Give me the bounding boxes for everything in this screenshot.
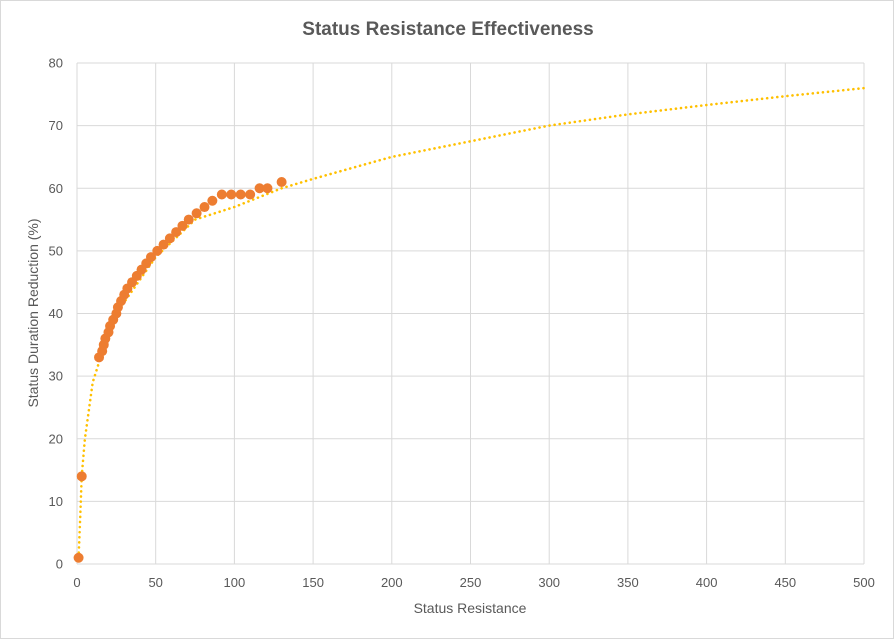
data-point: [145, 252, 156, 263]
y-tick-label: 60: [49, 181, 63, 196]
y-tick-label: 40: [49, 306, 63, 321]
x-tick-label: 350: [617, 575, 639, 590]
data-point: [235, 189, 246, 200]
y-axis-title: Status Duration Reduction (%): [25, 218, 41, 407]
trendline-layer: [77, 86, 866, 559]
x-axis-title: Status Resistance: [414, 600, 527, 616]
data-point: [245, 189, 256, 200]
data-point: [216, 189, 227, 200]
chart-title: Status Resistance Effectiveness: [302, 19, 593, 40]
x-tick-label: 150: [302, 575, 324, 590]
data-point: [158, 239, 169, 250]
data-point: [171, 227, 182, 238]
data-points: [73, 176, 287, 563]
y-tick-label: 30: [49, 369, 63, 384]
x-tick-label: 250: [460, 575, 482, 590]
data-point: [207, 195, 218, 206]
data-point: [191, 208, 202, 219]
x-tick-label: 50: [148, 575, 162, 590]
data-point: [262, 183, 273, 194]
data-point: [183, 214, 194, 225]
x-tick-label: 0: [73, 575, 80, 590]
y-tick-label: 50: [49, 243, 63, 258]
data-point: [164, 233, 175, 244]
tick-labels: 0 10 20 30 40 50 60 70 80 0 50 100 150 200 250 300 350 40…: [49, 56, 875, 591]
data-point: [73, 552, 84, 563]
y-tick-label: 0: [56, 557, 63, 572]
x-tick-label: 100: [224, 575, 246, 590]
x-tick-label: 300: [538, 575, 560, 590]
gridlines: [76, 62, 865, 565]
data-point: [152, 245, 163, 256]
data-point: [276, 176, 287, 187]
x-tick-label: 450: [774, 575, 796, 590]
data-point: [254, 183, 265, 194]
data-point: [199, 202, 210, 213]
y-tick-label: 70: [49, 118, 63, 133]
y-tick-label: 20: [49, 431, 63, 446]
trendline: [77, 86, 866, 559]
data-point: [76, 471, 87, 482]
data-point: [177, 220, 188, 231]
data-point: [226, 189, 237, 200]
x-tick-label: 200: [381, 575, 403, 590]
x-tick-label: 400: [696, 575, 718, 590]
y-tick-label: 10: [49, 494, 63, 509]
y-tick-label: 80: [49, 56, 63, 71]
x-tick-label: 500: [853, 575, 875, 590]
